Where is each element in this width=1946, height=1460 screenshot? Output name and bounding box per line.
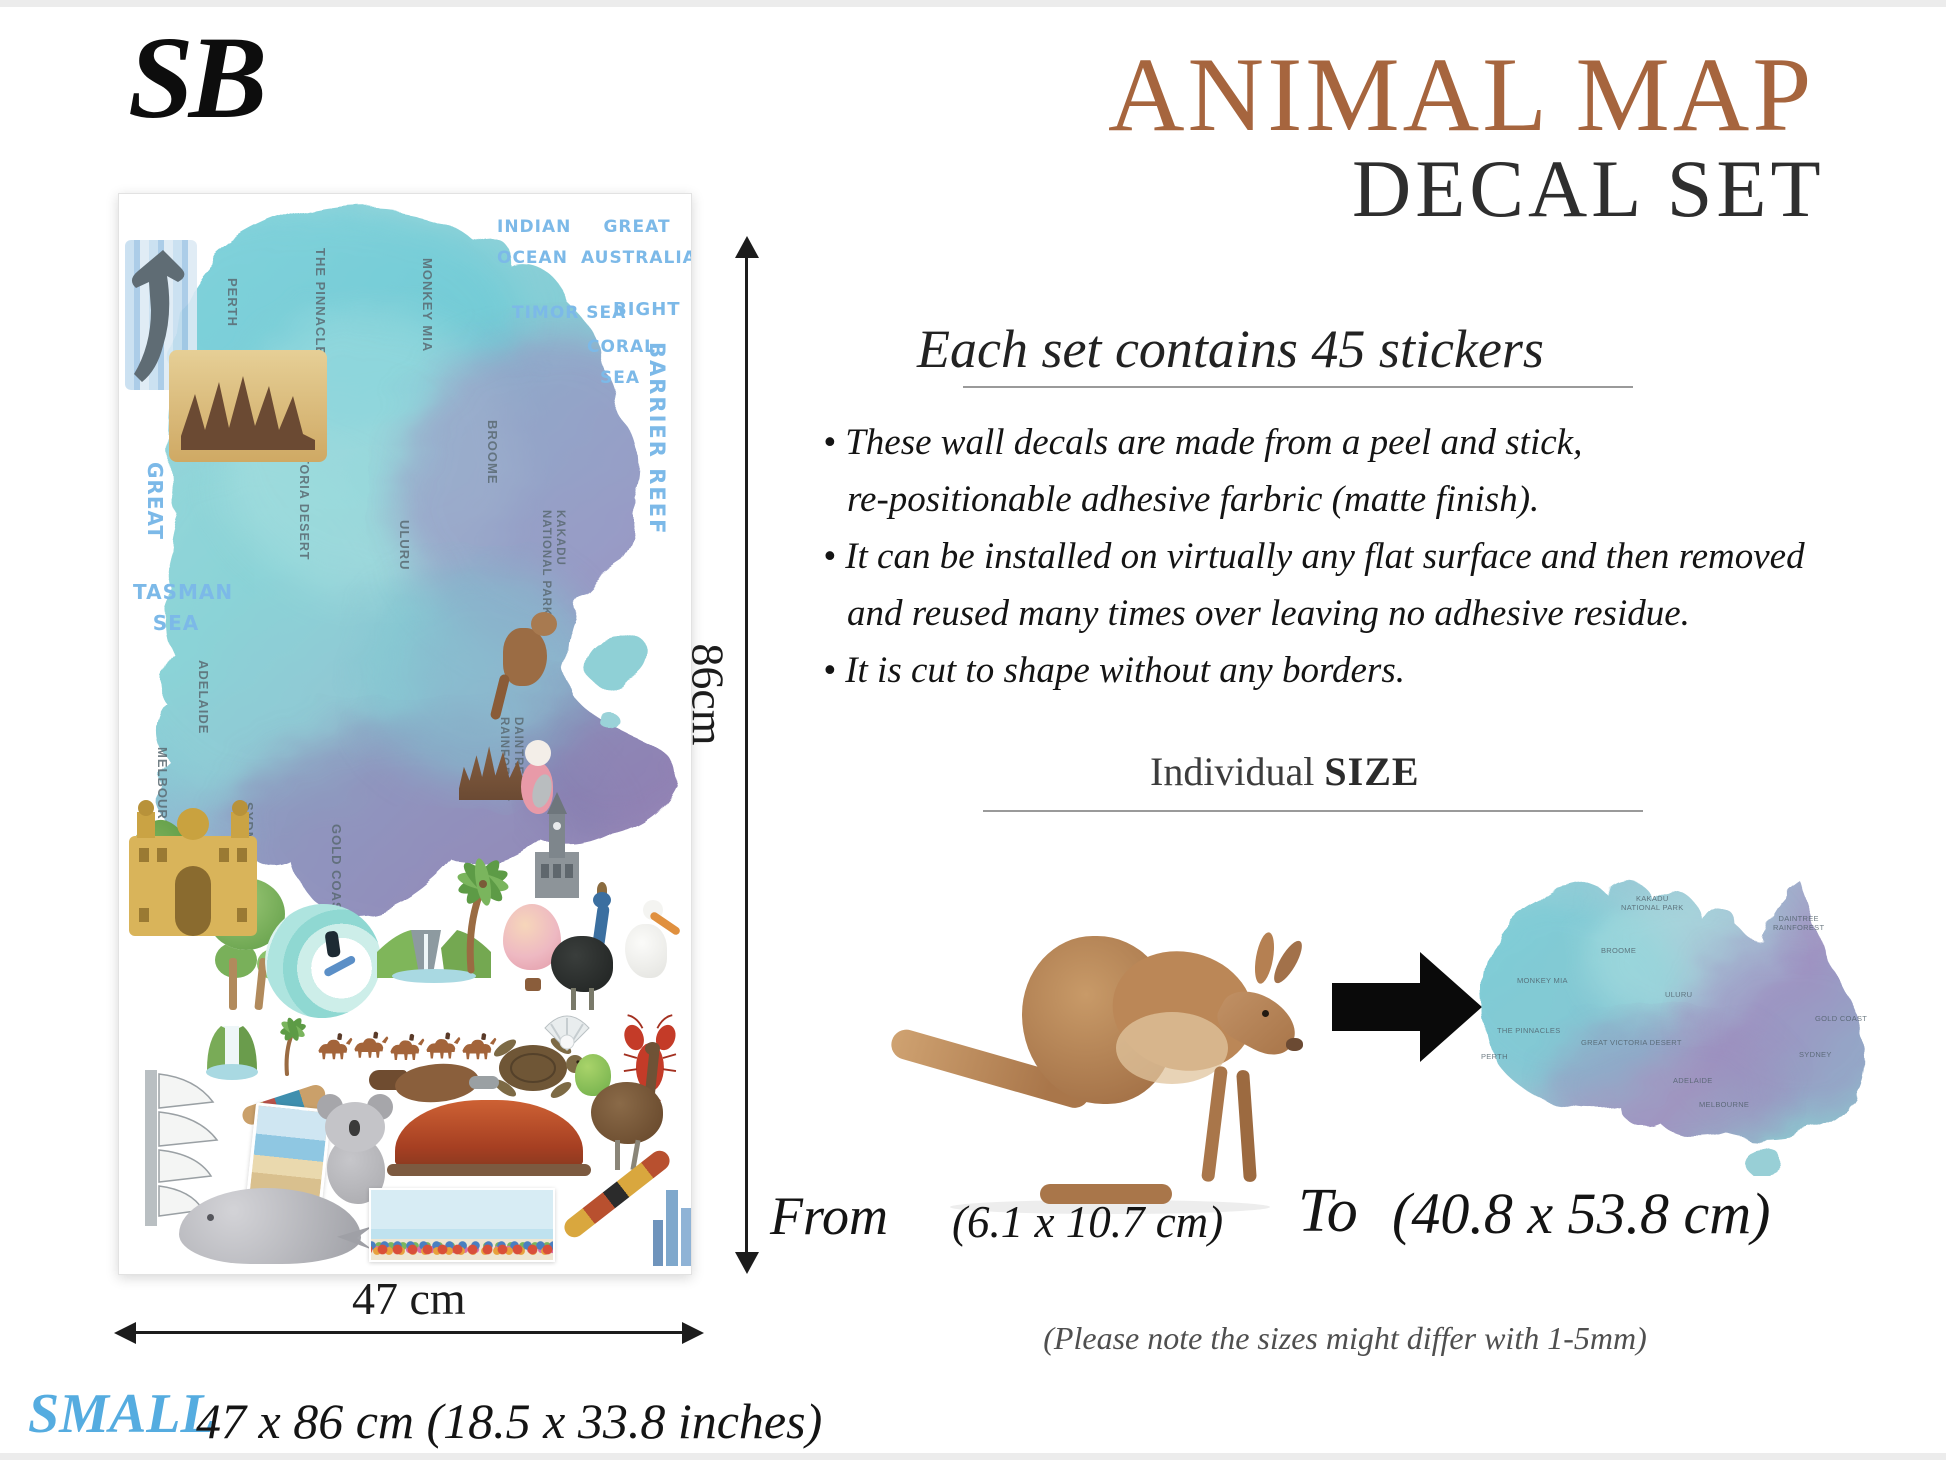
decal-sheet-poster: INDIAN OCEAN GREAT AUSTRALIAN TIMOR SEA … [118,193,692,1275]
size-name-label: SMALL [28,1383,215,1445]
size-heading-underline [983,810,1643,812]
arrow-right-icon [682,1322,704,1344]
size-note: (Please note the sizes might differ with… [1043,1320,1647,1356]
sticker-waterfall [203,1018,261,1082]
bottom-frame-edge [0,1453,1946,1460]
map-label-adelaide: ADELAIDE [196,660,211,735]
thumb-label-gold-coast: GOLD COAST [1815,1014,1868,1023]
bullet-line: • These wall decals are made from a peel… [823,422,1583,463]
headline-underline [963,386,1633,388]
kangaroo-ear [1269,937,1307,987]
map-label-uluru: ULURU [397,520,412,571]
thumb-label-adelaide: ADELAIDE [1673,1076,1713,1085]
sticker-cassowary [545,882,625,1010]
sea-label-indian-ocean: INDIAN OCEAN [497,217,572,268]
kangaroo-illustration [887,880,1310,1218]
thumb-label-melbourne: MELBOURNE [1699,1100,1750,1109]
surfboard [322,954,357,978]
sticker-dugong [179,1188,373,1264]
height-dimension-label: 86cm [682,643,734,746]
arrow-left-icon [114,1322,136,1344]
sticker-platypus [369,1054,499,1112]
thumb-label-kakadu: KAKADU NATIONAL PARK [1621,894,1684,912]
sea-label-tasman-sea: TASMAN SEA [133,580,234,635]
map-label-pinnacles: THE PINNACLES [313,248,328,366]
product-title: ANIMAL MAP [1108,36,1815,153]
sticker-emu [587,1042,681,1174]
map-label-monkey-mia: MONKEY MIA [420,258,435,353]
map-label-perth: PERTH [225,278,240,328]
map-label-kakadu: KAKADU NATIONAL PARK [540,510,566,617]
bullet-line: • It is cut to shape without any borders… [823,650,1405,691]
kangaroo-front-leg [1200,1065,1229,1183]
sticker-galah-cockatoo [511,740,563,816]
top-frame-edge [0,0,1946,7]
island-blob [583,634,655,690]
height-dimension-arrow [745,240,748,1268]
sea-label-timor-sea: TIMOR SEA [512,303,627,323]
size-dimensions-label: 47 x 86 cm (18.5 x 33.8 inches) [196,1393,823,1449]
width-dimension-label: 47 cm [352,1273,466,1324]
thumb-label-great-victoria-desert: GREAT VICTORIA DESERT [1581,1038,1682,1047]
kangaroo-snout [1286,1038,1303,1051]
sea-label-coral-sea: CORAL SEA [587,337,657,388]
kangaroo-front-leg [1236,1069,1257,1183]
brand-logo: SB [128,12,267,143]
sticker-count-headline: Each set contains 45 stickers [917,319,1544,379]
width-dimension-arrow [132,1331,684,1334]
feature-bullet-list: • These wall decals are made from a peel… [823,414,1938,699]
thumb-label-sydney: SYDNEY [1799,1050,1832,1059]
sticker-heritage-building [123,790,263,942]
sticker-tree-kangaroo [489,612,559,722]
product-subtitle: DECAL SET [1352,143,1825,234]
thumb-label-uluru: ULURU [1665,990,1693,999]
arrow-down-icon [735,1252,759,1274]
to-value: (40.8 x 53.8 cm) [1392,1181,1771,1246]
tasmania-blob [1741,1147,1781,1173]
sticker-pearl-shell [537,1012,597,1054]
individual-size-heading: Individual SIZE [1150,748,1420,795]
sea-label-great-australian: GREAT AUSTRALIAN [581,217,691,268]
thumb-label-monkey-mia: MONKEY MIA [1517,976,1568,985]
map-label-broome: BROOME [485,420,500,485]
to-label: To [1298,1177,1358,1245]
size-label: SIZE [1324,749,1420,794]
map-label-melbourne: MELBOURNE [155,747,170,840]
sticker-church-building [523,788,591,906]
sticker-palm-tree [431,852,519,974]
bullet-line: • It can be installed on virtually any f… [823,536,1805,577]
thumb-label-broome: BROOME [1601,946,1637,955]
arrow-up-icon [735,236,759,258]
thumb-label-daintree: DAINTREE RAINFOREST [1773,914,1825,932]
kangaroo-shadow [950,1200,1270,1214]
sticker-small-palm [265,1014,313,1076]
sticker-city-skyline [653,1188,691,1266]
from-value: (6.1 x 10.7 cm) [952,1197,1224,1247]
sticker-koala [315,1094,397,1204]
sticker-thorny-devil [169,350,327,462]
thumb-label-pinnacles: THE PINNACLES [1497,1026,1561,1035]
sea-label-barrier-reef: BARRIER REEF [645,342,669,536]
sea-label-bight: BIGHT [613,299,681,320]
scale-arrow-icon [1332,952,1482,1062]
kangaroo-belly [1116,1012,1228,1084]
sea-label-great: GREAT [143,462,167,541]
australia-thumbnail-watercolor [1482,881,1868,1173]
sticker-coral-reef [369,1188,555,1262]
surfer-figure [324,930,341,958]
sticker-gorge-waterfall [375,918,493,984]
individual-label: Individual [1150,749,1315,794]
from-label: From [770,1186,888,1246]
sticker-uluru-rock [387,1100,591,1176]
kangaroo-hind-foot [1040,1184,1172,1204]
map-thumbnail: KAKADU NATIONAL PARK DAINTREE RAINFOREST… [1455,838,1917,1176]
kangaroo-eye [1262,1010,1269,1017]
bullet-line: and reused many times over leaving no ad… [847,593,1690,634]
sticker-pelican [621,898,682,990]
sticker-sydney-opera-house [139,1064,231,1232]
thumb-label-perth: PERTH [1481,1052,1508,1061]
bullet-line: re-positionable adhesive farbric (matte … [847,479,1540,520]
